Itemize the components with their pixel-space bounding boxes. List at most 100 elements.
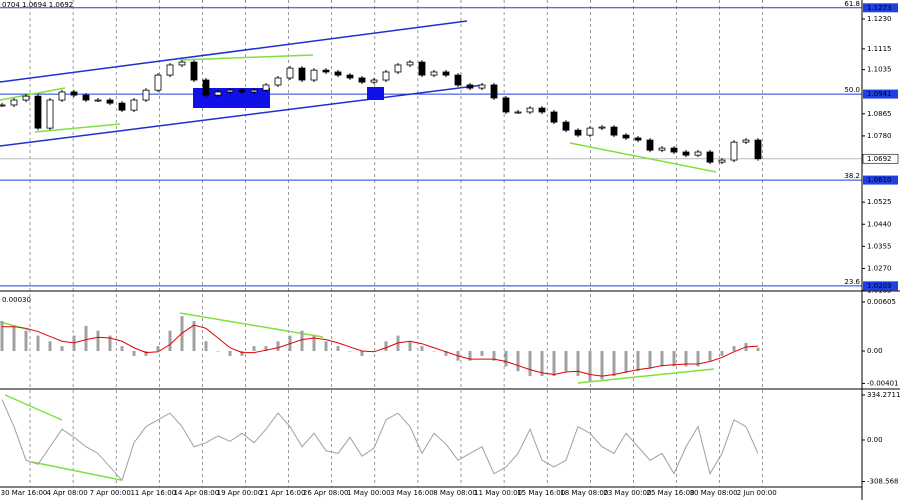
candle	[526, 107, 534, 113]
candle	[382, 71, 390, 81]
y-tick-label: 0.00	[867, 436, 883, 444]
candle	[286, 67, 294, 79]
y-tick-label: 0.00	[867, 347, 883, 355]
candle	[574, 129, 582, 136]
histogram-bar	[420, 346, 424, 351]
candle	[262, 84, 270, 91]
candle	[298, 67, 306, 81]
candle	[694, 151, 702, 156]
candle	[490, 84, 498, 99]
histogram-bar	[528, 350, 532, 377]
zone-box	[193, 88, 270, 108]
candle	[46, 99, 54, 129]
price-box	[862, 153, 899, 164]
x-tick-label: 1 May 00:00	[347, 489, 391, 497]
y-tick-label: 1.0355	[867, 242, 892, 250]
trend-line	[31, 461, 122, 481]
histogram-bar	[204, 341, 208, 351]
histogram-bar	[276, 341, 280, 351]
candle	[394, 64, 402, 73]
histogram-bar	[120, 346, 124, 351]
channel-lower	[0, 84, 484, 147]
histogram-bar	[444, 350, 448, 356]
histogram-bar	[144, 350, 148, 356]
x-tick-label: 23 May 00:00	[603, 489, 651, 497]
histogram-bar	[36, 335, 40, 351]
price-box	[863, 89, 898, 99]
histogram-bar	[96, 330, 100, 351]
candle	[58, 91, 66, 101]
histogram-bar	[540, 350, 544, 377]
candle	[670, 147, 678, 153]
header: 0704 1.0694 1.0692	[2, 1, 73, 9]
trend-line	[569, 142, 717, 173]
signal-line	[2, 324, 759, 377]
histogram-bar	[588, 350, 592, 381]
candle	[442, 71, 450, 76]
candle	[130, 99, 138, 111]
x-tick-label: 26 Apr 08:00	[303, 489, 349, 497]
y-tick-label: -308.568	[867, 478, 898, 486]
candle	[250, 89, 258, 93]
candle	[730, 141, 738, 161]
candle	[238, 89, 246, 93]
candle	[550, 111, 558, 123]
y-tick-label: 1.0185	[867, 287, 892, 295]
histogram-bar	[84, 325, 88, 351]
x-tick-label: 14 Apr 08:00	[174, 489, 220, 497]
histogram-bar	[60, 346, 64, 351]
y-tick-label: 1.0865	[867, 110, 892, 118]
x-tick-label: 11 Apr 16:00	[130, 489, 176, 497]
candle	[658, 147, 666, 151]
histogram-bar	[384, 341, 388, 351]
price-box-label: 1.0692	[867, 155, 892, 163]
candle	[70, 91, 78, 96]
x-tick-label: 8 May 08:00	[433, 489, 477, 497]
x-tick-label: 30 May 08:00	[690, 489, 738, 497]
candle	[646, 139, 654, 151]
y-tick-label: 0.00605	[867, 298, 896, 306]
histogram-bar	[312, 335, 316, 351]
candle	[334, 71, 342, 76]
x-tick-label: 18 May 08:00	[560, 489, 608, 497]
trend-line	[0, 87, 66, 101]
histogram-bar	[228, 350, 232, 356]
candle	[82, 94, 90, 101]
candle	[742, 139, 750, 143]
histogram-bar	[720, 350, 724, 356]
histogram-bar	[684, 350, 688, 367]
trend-line	[577, 368, 715, 384]
histogram-bar	[552, 350, 556, 377]
histogram-bar	[756, 347, 760, 351]
histogram-bar	[192, 321, 196, 351]
candle	[562, 121, 570, 131]
candle	[310, 69, 318, 81]
y-tick-label: 1.1035	[867, 66, 892, 74]
marks	[0, 60, 762, 482]
candle	[454, 74, 462, 86]
histogram-bar	[252, 346, 256, 351]
histogram-bar	[324, 341, 328, 351]
candle	[226, 89, 234, 93]
candle	[466, 84, 474, 89]
candle	[622, 134, 630, 139]
candle	[430, 71, 438, 76]
histogram-bar	[264, 346, 268, 351]
candle	[202, 79, 210, 96]
candle	[478, 84, 486, 89]
histogram-bar	[432, 350, 436, 352]
candle	[418, 61, 426, 76]
histogram-bar	[600, 350, 604, 380]
histogram-bar	[0, 321, 4, 351]
candle	[34, 95, 42, 129]
candle	[502, 97, 510, 113]
candle	[358, 77, 366, 83]
zone-box	[367, 87, 384, 100]
histogram-bar	[708, 350, 712, 361]
x-tick-label: 3 May 16:00	[390, 489, 434, 497]
histogram-bar	[408, 341, 412, 351]
histogram-bar	[660, 350, 664, 367]
y-tick-label: 1.1115	[867, 45, 892, 53]
price-box-label: 1.0941	[867, 90, 892, 98]
